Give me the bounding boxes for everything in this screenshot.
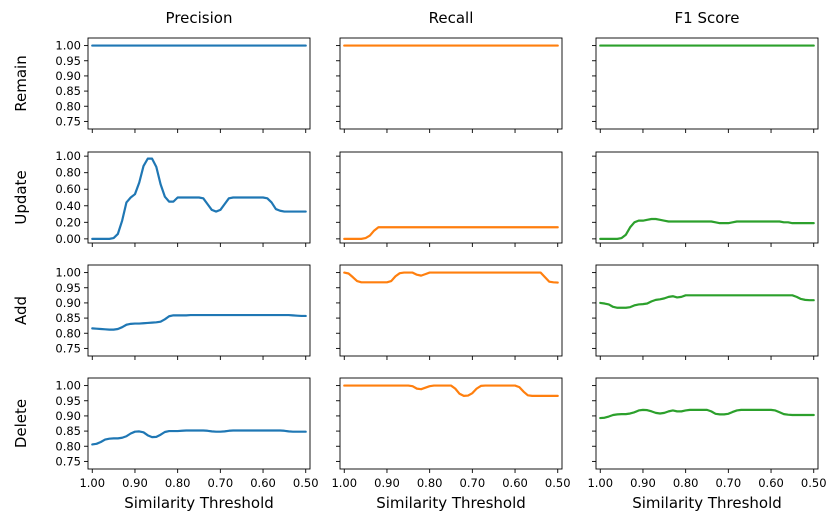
axes-remain-f1-score — [592, 37, 819, 133]
axes-frame — [87, 37, 311, 130]
axes-update-precision: 1.00 0.80 0.60 0.40 0.20 0.00 — [55, 149, 311, 247]
y-tick-label: 0.75 — [55, 114, 81, 128]
row-label-delete: Delete — [12, 399, 30, 448]
series-line-update-recall — [343, 226, 559, 240]
axes-update-recall — [336, 151, 563, 247]
axes-delete-recall: 1.00 0.90 0.80 0.70 0.60 0.50 Similarity Thres… — [331, 377, 571, 512]
axes-frame — [595, 151, 819, 244]
x-tick-label: 0.70 — [716, 476, 742, 490]
axes-frame — [339, 264, 563, 357]
x-tick-label: 0.80 — [673, 476, 699, 490]
axes-frame — [595, 37, 819, 130]
y-tick-label: 0.80 — [55, 166, 81, 180]
y-tick-label: 0.85 — [55, 424, 81, 438]
y-tick-label: 0.90 — [55, 296, 81, 310]
series-line-add-f1-score — [599, 294, 815, 309]
row-label-add: Add — [12, 296, 30, 325]
y-tick-label: 0.80 — [55, 439, 81, 453]
axes-frame — [87, 377, 311, 470]
axes-frame — [339, 377, 563, 470]
y-tick-label: 0.90 — [55, 69, 81, 83]
y-tick-label: 1.00 — [55, 266, 81, 280]
x-tick-label: 0.90 — [122, 476, 148, 490]
y-tick-label: 0.80 — [55, 326, 81, 340]
axes-frame — [339, 151, 563, 244]
axes-add-f1-score — [592, 264, 819, 360]
column-title-recall: Recall — [429, 9, 474, 27]
row-label-update: Update — [12, 170, 30, 224]
y-tick-label: 0.75 — [55, 454, 81, 468]
y-tick-label: 0.95 — [55, 281, 81, 295]
series-line-add-recall — [343, 271, 559, 284]
axes-delete-f1-score: 1.00 0.90 0.80 0.70 0.60 0.50 Similarity Thres… — [587, 377, 827, 512]
y-tick-label: 0.90 — [55, 409, 81, 423]
axes-frame — [595, 377, 819, 470]
y-tick-label: 1.00 — [55, 379, 81, 393]
x-tick-label: 0.60 — [502, 476, 528, 490]
y-tick-label: 0.95 — [55, 394, 81, 408]
y-tick-label: 0.40 — [55, 199, 81, 213]
x-tick-label: 0.70 — [208, 476, 234, 490]
x-axis-label: Similarity Threshold — [632, 494, 782, 512]
series-line-delete-recall — [343, 384, 559, 397]
series-line-delete-precision — [91, 429, 307, 446]
axes-remain-recall — [336, 37, 563, 133]
series-line-update-f1-score — [599, 217, 815, 240]
y-tick-label: 1.00 — [55, 39, 81, 53]
axes-frame — [339, 37, 563, 130]
y-tick-label: 0.80 — [55, 99, 81, 113]
axes-frame — [595, 264, 819, 357]
x-tick-label: 0.70 — [460, 476, 486, 490]
x-tick-label: 0.90 — [374, 476, 400, 490]
series-line-update-precision — [91, 157, 307, 240]
y-tick-label: 0.85 — [55, 84, 81, 98]
y-tick-label: 0.95 — [55, 54, 81, 68]
x-tick-label: 0.80 — [165, 476, 191, 490]
y-tick-label: 0.00 — [55, 232, 81, 246]
x-tick-label: 0.60 — [758, 476, 784, 490]
axes-add-recall — [336, 264, 563, 360]
axes-frame — [87, 151, 311, 244]
x-tick-label: 1.00 — [587, 476, 613, 490]
y-tick-label: 0.60 — [55, 182, 81, 196]
x-tick-label: 0.50 — [293, 476, 319, 490]
y-tick-label: 1.00 — [55, 149, 81, 163]
column-title-f1-score: F1 Score — [675, 9, 740, 27]
y-tick-label: 0.85 — [55, 311, 81, 325]
axes-add-precision: 1.000.950.900.850.800.75 — [55, 264, 311, 360]
x-tick-label: 0.90 — [630, 476, 656, 490]
x-tick-label: 0.80 — [417, 476, 443, 490]
axes-update-f1-score — [592, 151, 819, 247]
x-tick-label: 0.50 — [801, 476, 827, 490]
series-line-add-precision — [91, 313, 307, 331]
column-title-precision: Precision — [166, 9, 233, 27]
x-axis-label: Similarity Threshold — [124, 494, 274, 512]
axes-frame — [87, 264, 311, 357]
x-tick-label: 0.60 — [250, 476, 276, 490]
x-axis-label: Similarity Threshold — [376, 494, 526, 512]
y-tick-label: 0.20 — [55, 215, 81, 229]
series-line-delete-f1-score — [599, 408, 815, 420]
axes-remain-precision: 1.000.950.900.850.800.75 — [55, 37, 311, 133]
row-label-remain: Remain — [12, 55, 30, 111]
subplot-grid: Precision Recall F1 Score Remain Update Add De… — [12, 9, 827, 512]
y-tick-label: 0.75 — [55, 341, 81, 355]
x-tick-label: 1.00 — [331, 476, 357, 490]
axes-delete-precision: 1.000.950.900.850.800.751.00 0.90 0.80 0.70… — [55, 377, 319, 512]
x-tick-label: 1.00 — [79, 476, 105, 490]
x-tick-label: 0.50 — [545, 476, 571, 490]
